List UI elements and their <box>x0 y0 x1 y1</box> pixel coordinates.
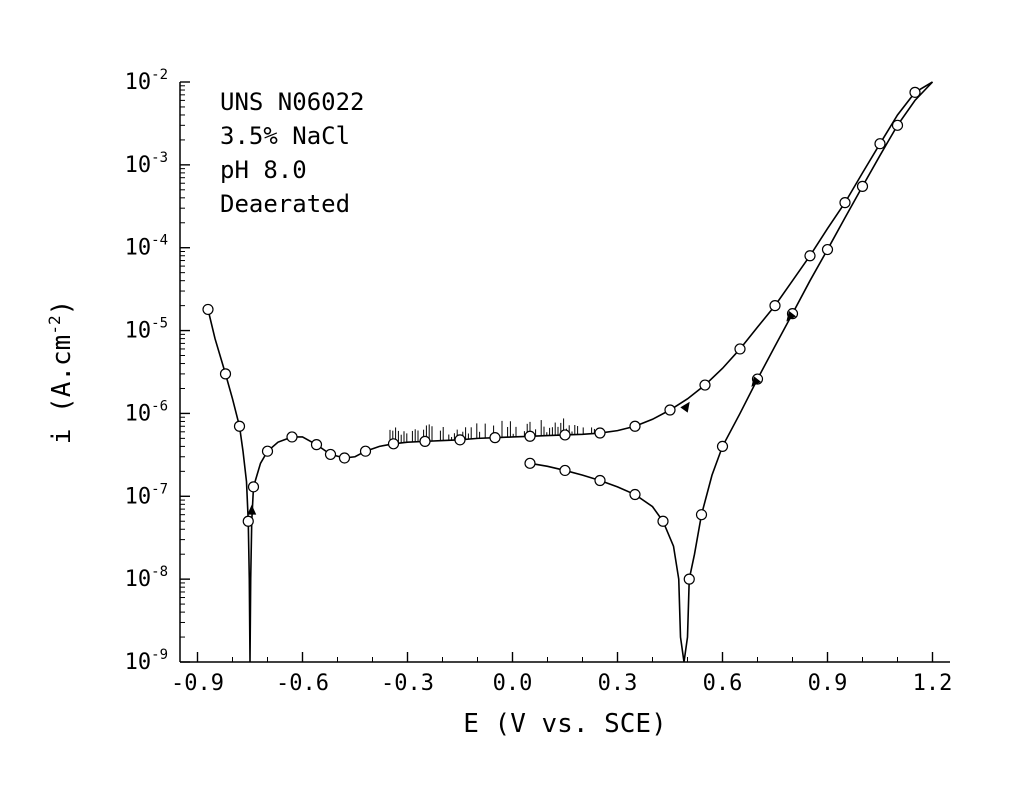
svg-text:1.2: 1.2 <box>913 671 953 696</box>
svg-text:-0.9: -0.9 <box>171 671 224 696</box>
svg-text:0.9: 0.9 <box>808 671 848 696</box>
annotation-line: 3.5% NaCl <box>220 122 350 150</box>
annotation-line: pH 8.0 <box>220 156 307 184</box>
polarization-chart: -0.9-0.6-0.30.00.30.60.91.210-910-810-71… <box>0 0 1024 797</box>
annotation-line: UNS N06022 <box>220 88 365 116</box>
svg-text:-0.3: -0.3 <box>381 671 434 696</box>
svg-text:0.0: 0.0 <box>493 671 533 696</box>
x-axis-label: E (V vs. SCE) <box>463 709 667 739</box>
svg-text:0.3: 0.3 <box>598 671 638 696</box>
svg-text:0.6: 0.6 <box>703 671 743 696</box>
annotation-line: Deaerated <box>220 190 350 218</box>
svg-text:-0.6: -0.6 <box>276 671 329 696</box>
